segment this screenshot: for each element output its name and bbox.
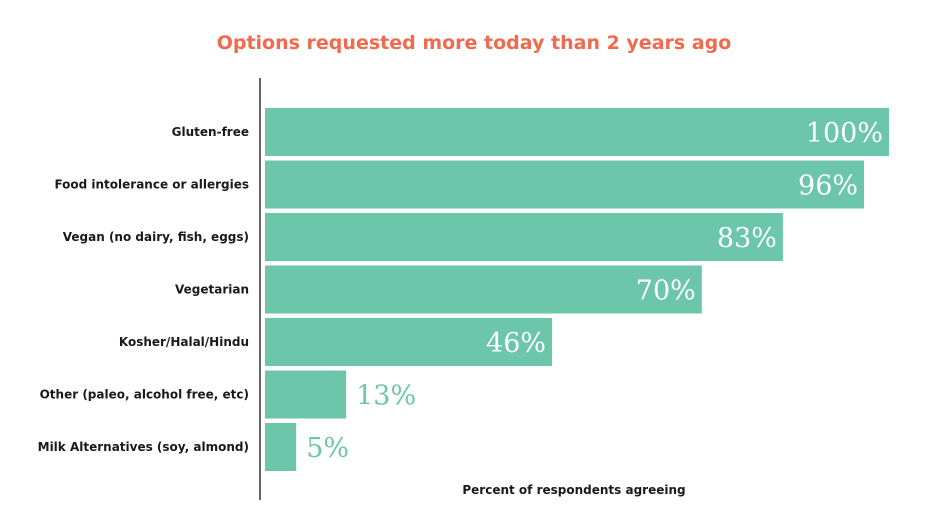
bar-2: [265, 213, 783, 261]
value-label-2: 83%: [717, 223, 777, 254]
category-label-2: Vegan (no dairy, fish, eggs): [63, 230, 249, 244]
value-label-1: 96%: [798, 171, 858, 202]
chart-title: Options requested more today than 2 year…: [216, 32, 732, 54]
x-axis-title: Percent of respondents agreeing: [462, 483, 685, 497]
value-label-3: 70%: [636, 276, 696, 307]
bars-layer: [265, 108, 889, 471]
category-label-0: Gluten-free: [172, 125, 249, 139]
category-label-6: Milk Alternatives (soy, almond): [38, 440, 249, 454]
bar-3: [265, 265, 702, 314]
category-label-5: Other (paleo, alcohol free, etc): [40, 388, 249, 402]
bar-1: [265, 160, 865, 209]
category-label-1: Food intolerance or allergies: [54, 178, 249, 192]
value-labels: 100% 96% 83% 70% 46% 13%5%: [306, 118, 883, 464]
bar-0: [265, 108, 889, 156]
category-label-4: Kosher/Halal/Hindu: [119, 335, 249, 349]
value-label-5: 13%: [356, 381, 416, 412]
category-label-3: Vegetarian: [175, 283, 249, 297]
value-label-6: 5%: [306, 433, 349, 464]
value-label-0: 100%: [806, 118, 883, 149]
bar-4: [265, 318, 553, 366]
value-label-4: 46%: [486, 328, 546, 359]
bar-5: [265, 370, 347, 419]
bar-6: [265, 423, 297, 471]
category-labels: Gluten-free Food intolerance or allergies…: [38, 125, 249, 454]
